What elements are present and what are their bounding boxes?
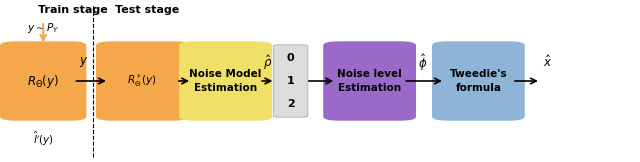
Text: $R_{\Theta}(y)$: $R_{\Theta}(y)$ [27,73,60,89]
FancyBboxPatch shape [323,41,416,121]
Text: $\hat{x}$: $\hat{x}$ [543,54,552,70]
FancyBboxPatch shape [0,41,86,121]
Text: $R^*_{\Theta}(y)$: $R^*_{\Theta}(y)$ [127,73,157,89]
FancyBboxPatch shape [96,41,189,121]
Text: Test stage: Test stage [115,5,179,15]
Text: 0: 0 [287,53,294,63]
FancyBboxPatch shape [179,41,272,121]
Text: Train stage: Train stage [38,5,108,15]
Text: 2: 2 [287,99,294,109]
Text: $y$: $y$ [79,55,88,69]
Text: Noise Model
Estimation: Noise Model Estimation [189,69,262,93]
Text: Noise level
Estimation: Noise level Estimation [337,69,402,93]
FancyBboxPatch shape [273,45,308,117]
Text: Tweedie's
formula: Tweedie's formula [449,69,508,93]
Text: $\hat{l}'(y)$: $\hat{l}'(y)$ [33,130,54,148]
Text: $\hat{\phi}$: $\hat{\phi}$ [418,52,427,73]
Text: $\hat{\rho}$: $\hat{\rho}$ [263,53,272,72]
Text: $y \sim P_Y$: $y \sim P_Y$ [27,21,60,35]
Text: 1: 1 [287,76,294,86]
FancyBboxPatch shape [432,41,525,121]
